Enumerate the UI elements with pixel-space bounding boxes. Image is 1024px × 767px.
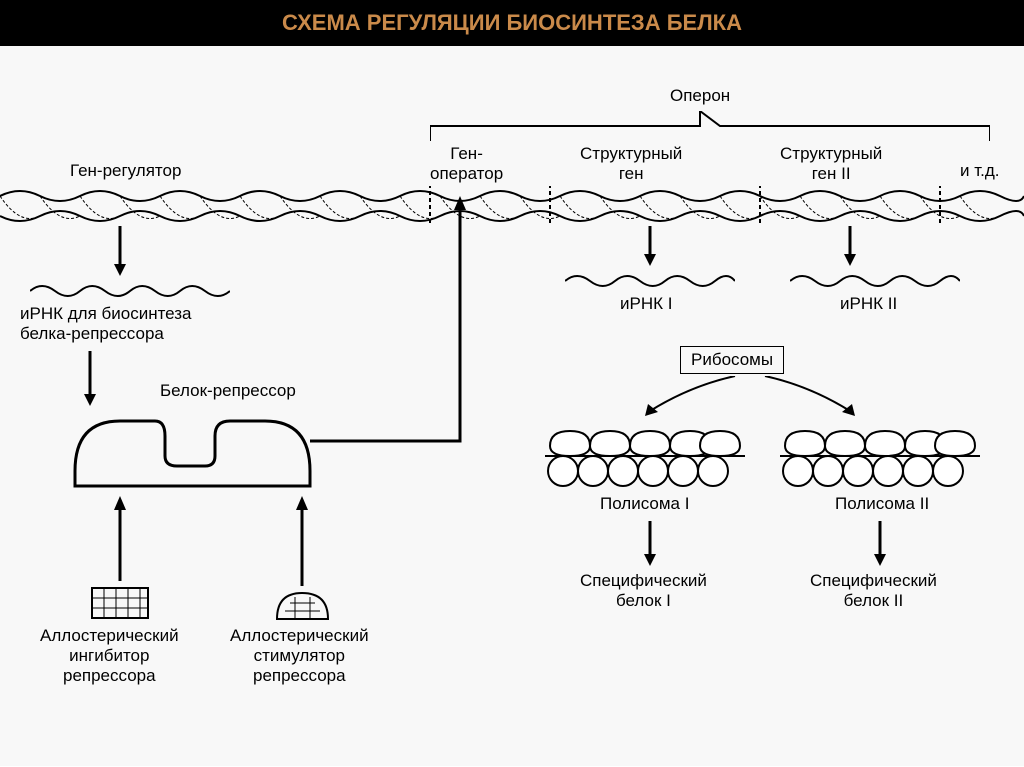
specific-protein1-label: Специфический белок I — [580, 571, 707, 611]
gene-operator-label: Ген- оператор — [430, 144, 503, 184]
operon-label: Оперон — [670, 86, 730, 106]
arrow-polysome1-to-protein — [640, 521, 660, 566]
polysome1-shape — [545, 426, 745, 491]
arrow-regulator-to-irnk — [110, 226, 130, 276]
dna-helix — [0, 186, 1024, 226]
inhibitor-shape — [90, 586, 150, 621]
gene-regulator-label: Ген-регулятор — [70, 161, 181, 181]
irnk-repressor-label: иРНК для биосинтеза белка-репрессора — [20, 304, 192, 344]
allo-stimulator-label: Аллостерический стимулятор репрессора — [230, 626, 369, 686]
operon-bracket — [430, 111, 990, 141]
irnk2-label: иРНК II — [840, 294, 897, 314]
arrow-inhibitor-to-repressor — [110, 496, 130, 581]
diagram-canvas: Оперон Ген-регулятор Ген- оператор Струк… — [0, 46, 1024, 766]
etc-label: и т.д. — [960, 161, 1000, 181]
irnk1-label: иРНК I — [620, 294, 672, 314]
arrow-stimulator-to-repressor — [292, 496, 312, 586]
polysome1-label: Полисома I — [600, 494, 689, 514]
protein-repressor-label: Белок-репрессор — [160, 381, 296, 401]
allo-inhibitor-label: Аллостерический ингибитор репрессора — [40, 626, 179, 686]
polysome2-shape — [780, 426, 980, 491]
arrow-polysome2-to-protein — [870, 521, 890, 566]
structural-gene-1-label: Структурный ген — [580, 144, 682, 184]
title-bar: СХЕМА РЕГУЛЯЦИИ БИОСИНТЕЗА БЕЛКА — [0, 0, 1024, 46]
ribosomes-label: Рибосомы — [680, 346, 784, 374]
irnk2-wave — [790, 271, 960, 291]
arrow-irnk-to-repressor — [80, 351, 100, 406]
structural-gene-2-label: Структурный ген II — [780, 144, 882, 184]
stimulator-shape — [275, 591, 330, 621]
irnk1-wave — [565, 271, 735, 291]
ribosome-bracket — [590, 376, 910, 421]
arrow-gene1-to-irnk1 — [640, 226, 660, 266]
repressor-shape — [65, 411, 315, 491]
arrow-repressor-to-operator — [310, 196, 470, 446]
polysome2-label: Полисома II — [835, 494, 929, 514]
arrow-gene2-to-irnk2 — [840, 226, 860, 266]
irnk-repressor-wave — [30, 281, 230, 301]
page-title: СХЕМА РЕГУЛЯЦИИ БИОСИНТЕЗА БЕЛКА — [282, 10, 742, 35]
specific-protein2-label: Специфический белок II — [810, 571, 937, 611]
